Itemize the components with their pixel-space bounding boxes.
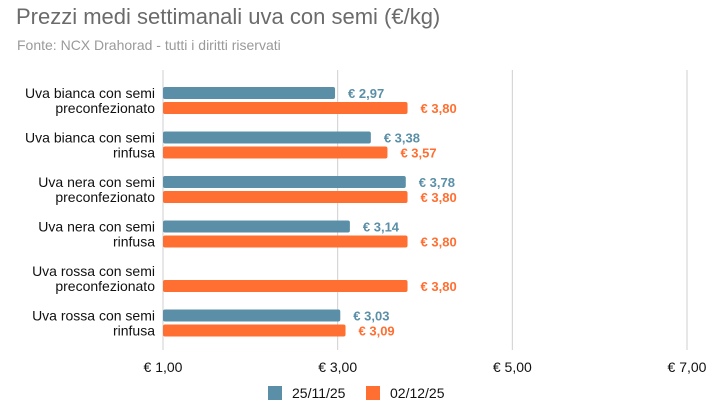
data-label: € 3,80: [421, 190, 457, 205]
category-label: Uva bianca con semi: [25, 85, 155, 101]
data-label: € 3,03: [353, 309, 389, 324]
category-label: rinfusa: [113, 234, 155, 250]
bar-series2: [163, 235, 408, 248]
category-label: Uva bianca con semi: [25, 130, 155, 146]
bar-series1: [163, 87, 336, 99]
data-label: € 3,80: [421, 235, 457, 250]
bar-series1: [163, 131, 371, 144]
data-label: € 3,78: [419, 175, 455, 190]
data-label: € 3,14: [363, 220, 400, 235]
category-label: Uva nera con semi: [38, 219, 155, 235]
bar-series2: [163, 324, 346, 337]
bar-series2: [163, 280, 408, 292]
legend-swatch: [268, 386, 282, 400]
category-label: preconfezionato: [55, 189, 155, 205]
legend-swatch: [366, 386, 380, 400]
bar-series1: [163, 220, 350, 233]
x-tick-label: € 3,00: [318, 359, 357, 375]
chart-subtitle: Fonte: NCX Drahorad - tutti i diritti ri…: [17, 37, 281, 53]
legend-label: 02/12/25: [390, 385, 445, 401]
category-label: preconfezionato: [55, 100, 155, 116]
data-label: € 3,80: [421, 101, 457, 116]
category-label: preconfezionato: [55, 278, 155, 294]
chart-title: Prezzi medi settimanali uva con semi (€/…: [16, 4, 441, 29]
bar-series1: [163, 176, 406, 188]
category-label: rinfusa: [113, 323, 155, 339]
x-tick-label: € 7,00: [668, 359, 707, 375]
bar-series2: [163, 102, 408, 114]
category-label: Uva rossa con semi: [32, 263, 155, 279]
data-label: € 2,97: [348, 86, 384, 101]
data-label: € 3,09: [359, 324, 395, 339]
bar-series2: [163, 191, 408, 203]
category-label: Uva rossa con semi: [32, 308, 155, 324]
x-tick-label: € 1,00: [144, 359, 183, 375]
data-label: € 3,38: [384, 131, 420, 146]
data-label: € 3,57: [400, 146, 436, 161]
category-label: rinfusa: [113, 145, 155, 161]
bar-series1: [163, 309, 341, 322]
bar-series2: [163, 146, 388, 159]
legend-label: 25/11/25: [292, 385, 346, 401]
category-label: Uva nera con semi: [38, 174, 155, 190]
x-tick-label: € 5,00: [493, 359, 532, 375]
data-label: € 3,80: [421, 279, 457, 294]
